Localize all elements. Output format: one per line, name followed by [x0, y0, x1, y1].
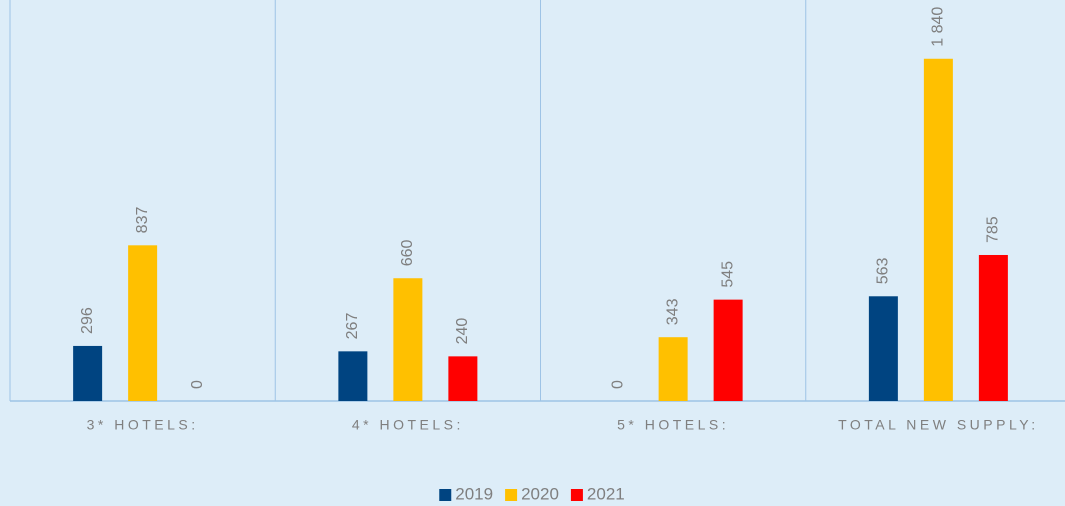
x-tick-label: 5* HOTELS:	[617, 417, 729, 433]
data-label: 545	[719, 261, 736, 288]
bar	[338, 351, 368, 401]
x-tick-label: TOTAL NEW SUPPLY:	[838, 417, 1039, 433]
data-label: 1 840	[930, 7, 947, 47]
data-label: 0	[189, 380, 206, 389]
legend-swatch	[439, 489, 452, 501]
data-label: 563	[875, 257, 892, 284]
data-label: 837	[134, 207, 151, 234]
x-tick-label: 4* HOTELS:	[352, 417, 464, 433]
data-label: 296	[79, 307, 96, 334]
bar	[448, 356, 478, 401]
legend: 2019 2020 2021	[439, 484, 625, 503]
data-label: 660	[399, 239, 416, 266]
x-tick-label: 3* HOTELS:	[87, 417, 199, 433]
data-label: 0	[609, 380, 626, 389]
data-label: 240	[454, 318, 471, 345]
bar	[923, 58, 953, 401]
legend-swatch	[570, 489, 583, 501]
bar	[978, 254, 1008, 401]
legend-label: 2019	[455, 484, 493, 503]
legend-label: 2020	[521, 484, 559, 503]
bar	[128, 245, 158, 401]
bar	[73, 345, 103, 401]
legend-swatch	[505, 489, 518, 501]
bar	[393, 278, 423, 401]
data-label: 785	[985, 216, 1002, 243]
bar	[658, 337, 688, 401]
legend-label: 2021	[587, 484, 625, 503]
data-label: 343	[664, 298, 681, 325]
bar	[868, 296, 898, 401]
bar	[713, 299, 743, 401]
data-label: 267	[344, 313, 361, 340]
